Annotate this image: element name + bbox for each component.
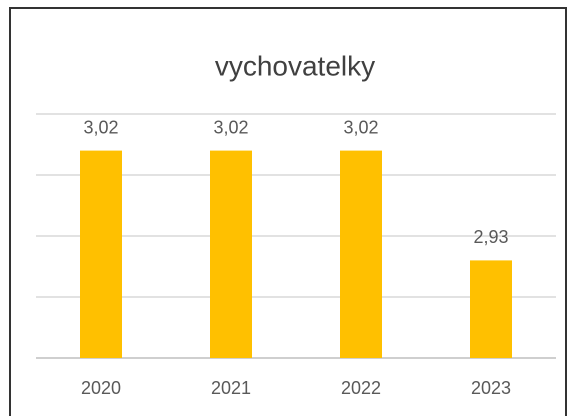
bar (470, 260, 512, 358)
data-label: 2,93 (473, 227, 508, 247)
chart-title: vychovatelky (215, 50, 375, 81)
x-tick-label: 2022 (341, 378, 381, 398)
x-tick-label: 2023 (471, 378, 511, 398)
data-label: 3,02 (213, 117, 248, 137)
x-tick-label: 2021 (211, 378, 251, 398)
data-label: 3,02 (83, 117, 118, 137)
bar (340, 150, 382, 358)
x-tick-label: 2020 (81, 378, 121, 398)
data-label: 3,02 (343, 117, 378, 137)
bar (210, 150, 252, 358)
bar (80, 150, 122, 358)
